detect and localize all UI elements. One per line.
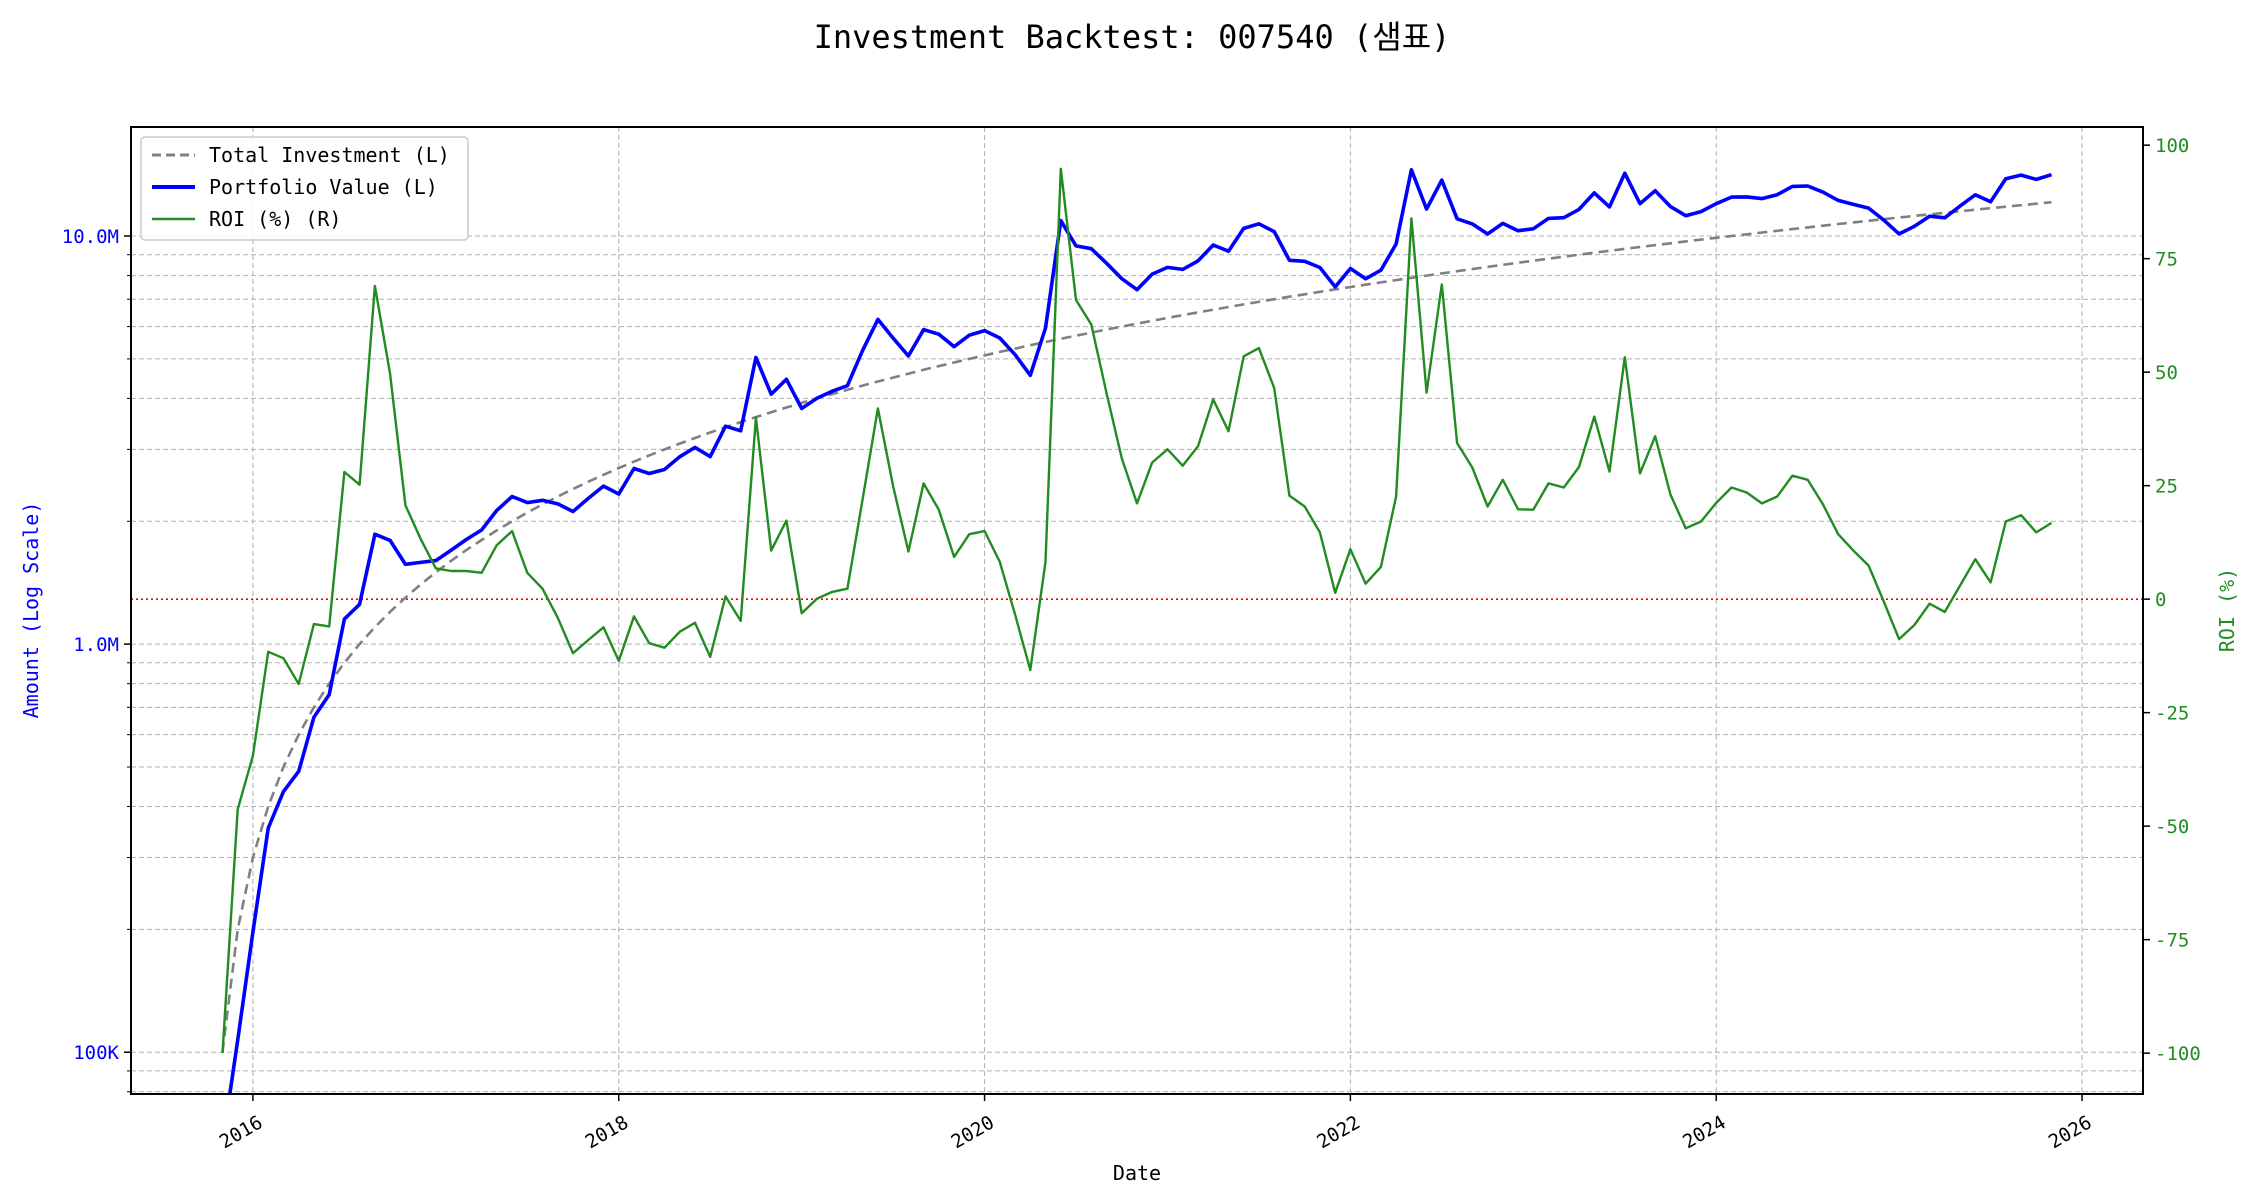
- total-investment-line: [221, 200, 2052, 1053]
- x-axis-ticks: 2016 2018 2020 2022 2024 2026: [216, 1094, 2096, 1153]
- right-tick-label: 75: [2155, 249, 2178, 271]
- left-tick-label: 10.0M: [62, 226, 119, 248]
- left-axis-ticks: 100K 1.0M 10.0M: [62, 226, 131, 1093]
- right-tick-label: -75: [2155, 930, 2189, 952]
- x-tick-label: 2020: [947, 1111, 998, 1153]
- y-axis-label-right: ROI (%): [2215, 568, 2239, 652]
- x-axis-label: Date: [1113, 1161, 1161, 1185]
- x-tick-label: 2016: [216, 1111, 267, 1153]
- right-tick-label: -25: [2155, 703, 2189, 725]
- roi-line: [221, 167, 2053, 1054]
- legend: Total Investment (L) Portfolio Value (L)…: [140, 136, 469, 241]
- x-tick-label: 2026: [2045, 1111, 2096, 1153]
- grid: [131, 127, 2143, 1094]
- legend-label-investment: Total Investment (L): [209, 143, 450, 167]
- left-tick-label: 1.0M: [73, 634, 119, 656]
- legend-label-portfolio: Portfolio Value (L): [209, 175, 438, 199]
- chart-title: Investment Backtest: 007540 (샘표): [814, 18, 1451, 56]
- legend-label-roi: ROI (%) (R): [209, 207, 341, 231]
- x-tick-label: 2024: [1679, 1111, 1730, 1153]
- portfolio-value-line: [228, 168, 2053, 1094]
- legend-box: [140, 136, 469, 241]
- x-tick-label: 2022: [1313, 1111, 1364, 1153]
- y-axis-label-left: Amount (Log Scale): [19, 502, 43, 719]
- right-tick-label: 50: [2155, 362, 2178, 384]
- right-tick-label: 0: [2155, 589, 2166, 611]
- right-tick-label: 100: [2155, 135, 2189, 157]
- x-tick-label: 2018: [582, 1111, 633, 1153]
- plot-frame: [130, 126, 2144, 1095]
- right-axis-ticks: -100 -75 -50 -25 0 25 50 75 100: [2143, 135, 2201, 1065]
- right-tick-label: -50: [2155, 816, 2189, 838]
- right-tick-label: -100: [2155, 1043, 2201, 1065]
- right-tick-label: 25: [2155, 476, 2178, 498]
- left-tick-label: 100K: [73, 1042, 119, 1064]
- series-lines: [221, 167, 2053, 1094]
